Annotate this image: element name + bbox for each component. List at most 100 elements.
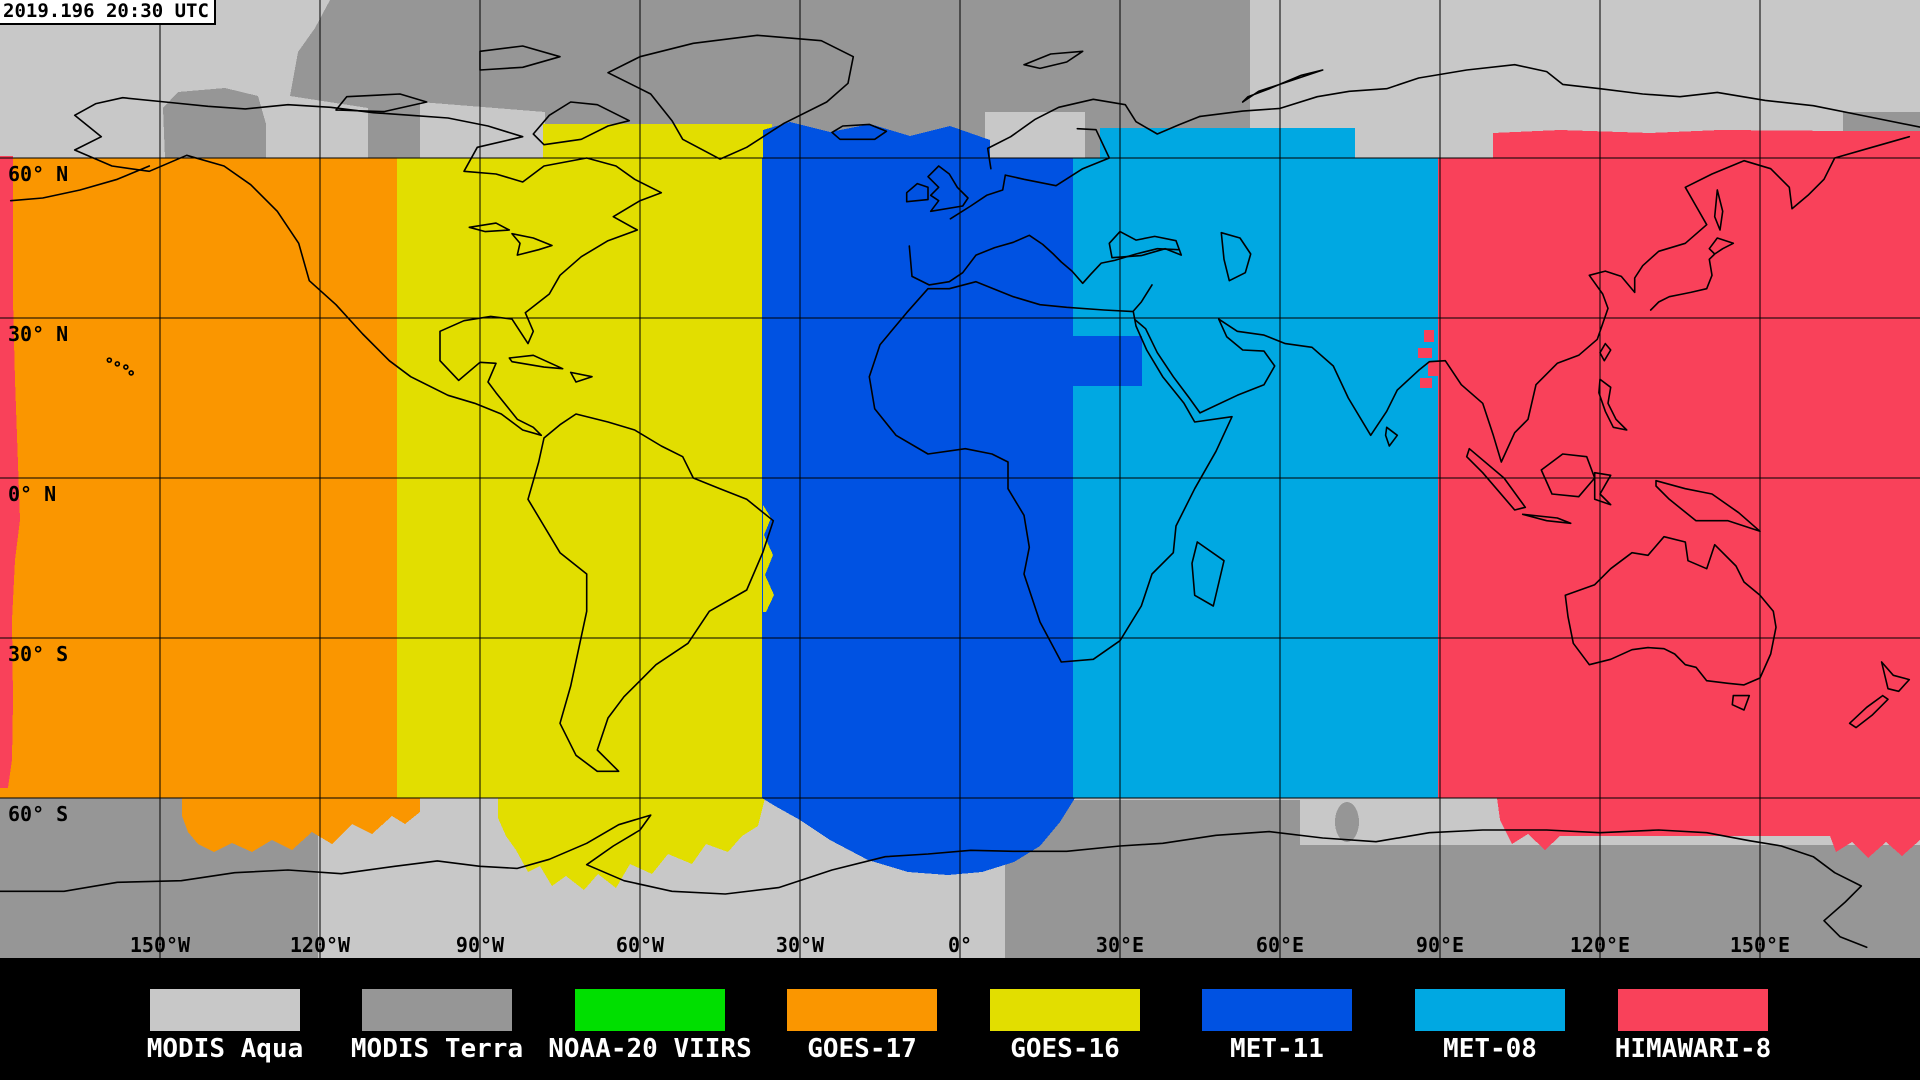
coastline bbox=[1241, 69, 1324, 103]
coastline bbox=[1199, 63, 1920, 128]
coverage-region-himawari-8 bbox=[1420, 378, 1432, 388]
legend-swatch bbox=[1202, 989, 1352, 1031]
coastline bbox=[1649, 237, 1735, 311]
coastline bbox=[1521, 513, 1572, 525]
coverage-region-met-11 bbox=[762, 798, 1075, 875]
coastline bbox=[1848, 694, 1889, 729]
coastline bbox=[1598, 378, 1628, 431]
latitude-label: 60° N bbox=[8, 162, 68, 186]
legend-swatch bbox=[787, 989, 937, 1031]
legend-swatch bbox=[150, 989, 300, 1031]
island-dot bbox=[114, 361, 121, 367]
legend-item-met-08: MET-08 bbox=[1415, 958, 1565, 1080]
legend-swatch bbox=[1618, 989, 1768, 1031]
island-dot bbox=[123, 364, 129, 370]
legend-label: MODIS Terra bbox=[350, 1034, 524, 1064]
longitude-label: 0° bbox=[948, 933, 972, 957]
timestamp-overlay: 2019.196 20:30 UTC bbox=[0, 0, 216, 25]
coastline bbox=[532, 101, 631, 146]
coastline bbox=[0, 814, 1868, 949]
legend-swatch bbox=[1415, 989, 1565, 1031]
coverage-region-himawari-8 bbox=[1424, 330, 1434, 342]
coastline bbox=[868, 280, 1233, 663]
coverage-region-goes-16 bbox=[498, 798, 765, 890]
coastline bbox=[1564, 535, 1777, 686]
legend-label: MET-08 bbox=[1443, 1034, 1537, 1064]
longitude-label: 150°W bbox=[130, 933, 191, 957]
latitude-label: 30° S bbox=[8, 642, 68, 666]
longitude-label: 90°W bbox=[456, 933, 505, 957]
coverage-region-himawari-8 bbox=[1428, 362, 1438, 376]
coastline bbox=[1593, 471, 1612, 506]
legend-item-modis-terra: MODIS Terra bbox=[351, 958, 523, 1080]
coastline bbox=[335, 93, 428, 113]
legend-item-met-11: MET-11 bbox=[1202, 958, 1352, 1080]
latitude-label: 60° S bbox=[8, 802, 68, 826]
coastline bbox=[607, 34, 855, 160]
latitude-label: 0° N bbox=[8, 482, 56, 506]
coastline bbox=[1108, 230, 1183, 259]
coverage-region-goes-17 bbox=[182, 798, 420, 852]
coverage-region-himawari-8 bbox=[1493, 130, 1920, 158]
coastline bbox=[1220, 231, 1252, 282]
coastline bbox=[986, 98, 1201, 170]
legend-swatch bbox=[990, 989, 1140, 1031]
coastline bbox=[831, 123, 888, 141]
coastline bbox=[468, 222, 511, 233]
coastline bbox=[1132, 284, 1153, 312]
coastline bbox=[569, 371, 593, 383]
coastline bbox=[1023, 50, 1084, 70]
legend-label: MET-11 bbox=[1230, 1034, 1324, 1064]
legend-swatch bbox=[362, 989, 512, 1031]
legend-swatch bbox=[575, 989, 725, 1031]
coastline bbox=[1599, 342, 1612, 362]
legend-label: GOES-16 bbox=[1010, 1034, 1120, 1064]
coverage-region-met-11 bbox=[763, 122, 990, 158]
legend-label: GOES-17 bbox=[807, 1034, 917, 1064]
coverage-map-svg: 60° N 30° N 0° N 30° S 60° S 150°W 120°W 90°W 60… bbox=[0, 0, 1920, 958]
coverage-region-met-11 bbox=[1073, 336, 1142, 386]
coverage-region-goes-16 bbox=[543, 124, 772, 160]
coastline bbox=[73, 96, 663, 437]
legend-bar: MODIS Aqua MODIS Terra NOAA-20 VIIRS GOES-1… bbox=[0, 958, 1920, 1080]
longitude-label: 30°W bbox=[776, 933, 825, 957]
coastline bbox=[479, 45, 561, 71]
coastline bbox=[508, 354, 564, 370]
longitude-label: 150°E bbox=[1730, 933, 1790, 957]
coastline bbox=[1713, 189, 1724, 231]
longitude-label: 60°E bbox=[1256, 933, 1304, 957]
coverage-region-modis-terra bbox=[290, 0, 1250, 158]
coastline bbox=[511, 232, 553, 256]
longitude-label: 90°E bbox=[1416, 933, 1464, 957]
coverage-region-modis-terra bbox=[1335, 802, 1359, 842]
coastline bbox=[908, 234, 1180, 286]
coverage-region-modis-terra bbox=[1843, 112, 1920, 133]
legend-item-himawari-8: HIMAWARI-8 bbox=[1615, 958, 1771, 1080]
coverage-region-himawari-8 bbox=[0, 156, 20, 788]
world-coverage-map: 60° N 30° N 0° N 30° S 60° S 150°W 120°W 90°W 60… bbox=[0, 0, 1920, 958]
coastline bbox=[1191, 541, 1225, 607]
coastline bbox=[1384, 426, 1399, 447]
coastline bbox=[927, 165, 969, 213]
coastline bbox=[1134, 135, 1911, 463]
legend-item-modis-aqua: MODIS Aqua bbox=[147, 958, 303, 1080]
coastline bbox=[949, 127, 1111, 220]
legend-label: HIMAWARI-8 bbox=[1614, 1034, 1772, 1064]
longitude-label: 30°E bbox=[1096, 933, 1144, 957]
coverage-region-modis-terra bbox=[163, 88, 266, 158]
island-dot bbox=[106, 357, 113, 363]
longitude-label: 60°W bbox=[616, 933, 665, 957]
longitude-label: 120°E bbox=[1570, 933, 1630, 957]
coastline bbox=[1465, 447, 1527, 511]
legend-item-noaa-20-viirs: NOAA-20 VIIRS bbox=[548, 958, 752, 1080]
coverage-region-himawari-8 bbox=[1418, 348, 1432, 358]
legend-item-goes-16: GOES-16 bbox=[990, 958, 1140, 1080]
coastline bbox=[9, 165, 151, 202]
coverage-region-modis-terra bbox=[1300, 845, 1920, 958]
coastline bbox=[1655, 479, 1761, 533]
coverage-region-met-08 bbox=[1100, 128, 1355, 159]
island-dot bbox=[128, 370, 134, 376]
legend-item-goes-17: GOES-17 bbox=[787, 958, 937, 1080]
coverage-region-himawari-8 bbox=[1497, 798, 1920, 858]
